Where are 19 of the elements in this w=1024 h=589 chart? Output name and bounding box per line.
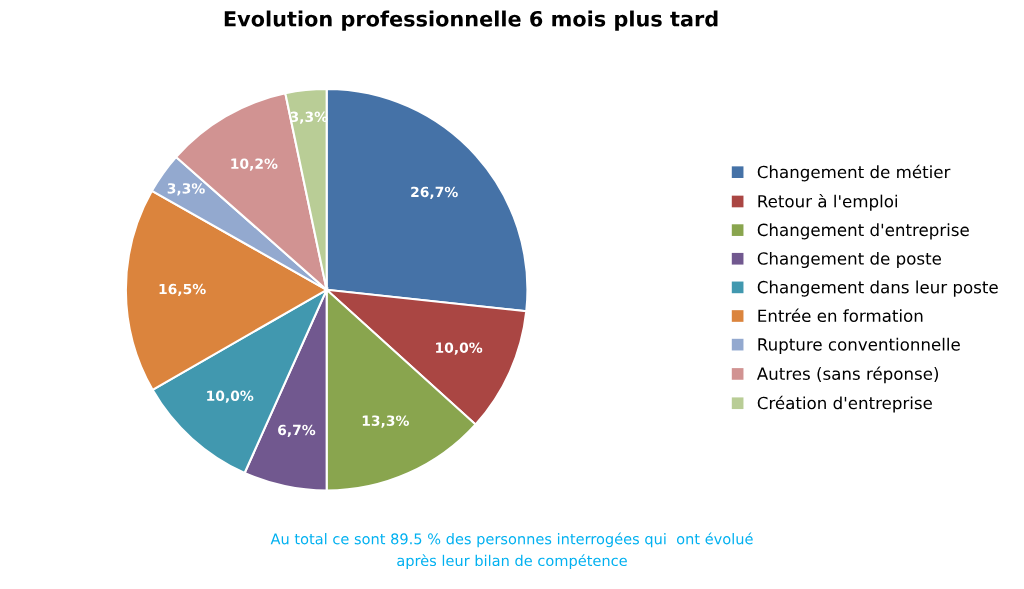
- legend-label: Entrée en formation: [758, 308, 923, 323]
- data-label: 10,0%: [207, 390, 254, 403]
- legend-label: Changement dans leur poste: [757, 280, 998, 297]
- legend-label: Rupture conventionnelle: [758, 337, 960, 354]
- legend-label: Création d'entreprise: [757, 395, 932, 413]
- data-label: 3,3%: [167, 183, 205, 196]
- legend-label: Changement de métier: [757, 164, 951, 182]
- text: Au total ce sont 89.5 % des personnes interrogées qui ont évolué après leur bilan de compétence: [270, 532, 753, 569]
- legend-label: Retour à l'emploi: [758, 193, 898, 211]
- legend-label: Changement d'entreprise: [757, 223, 969, 240]
- data-label: 26,7%: [411, 186, 458, 199]
- data-label: 10,2%: [231, 158, 278, 171]
- chart-title: Evolution professionnelle 6 mois plus tard: [224, 10, 718, 31]
- data-label: 10,0%: [436, 342, 483, 355]
- data-label: 13,3%: [362, 415, 409, 428]
- data-label: 6,7%: [278, 424, 316, 437]
- legend-label: Changement de poste: [757, 251, 941, 269]
- data-label: 16,5%: [159, 283, 206, 297]
- legend-label: Autres (sans réponse): [756, 366, 939, 384]
